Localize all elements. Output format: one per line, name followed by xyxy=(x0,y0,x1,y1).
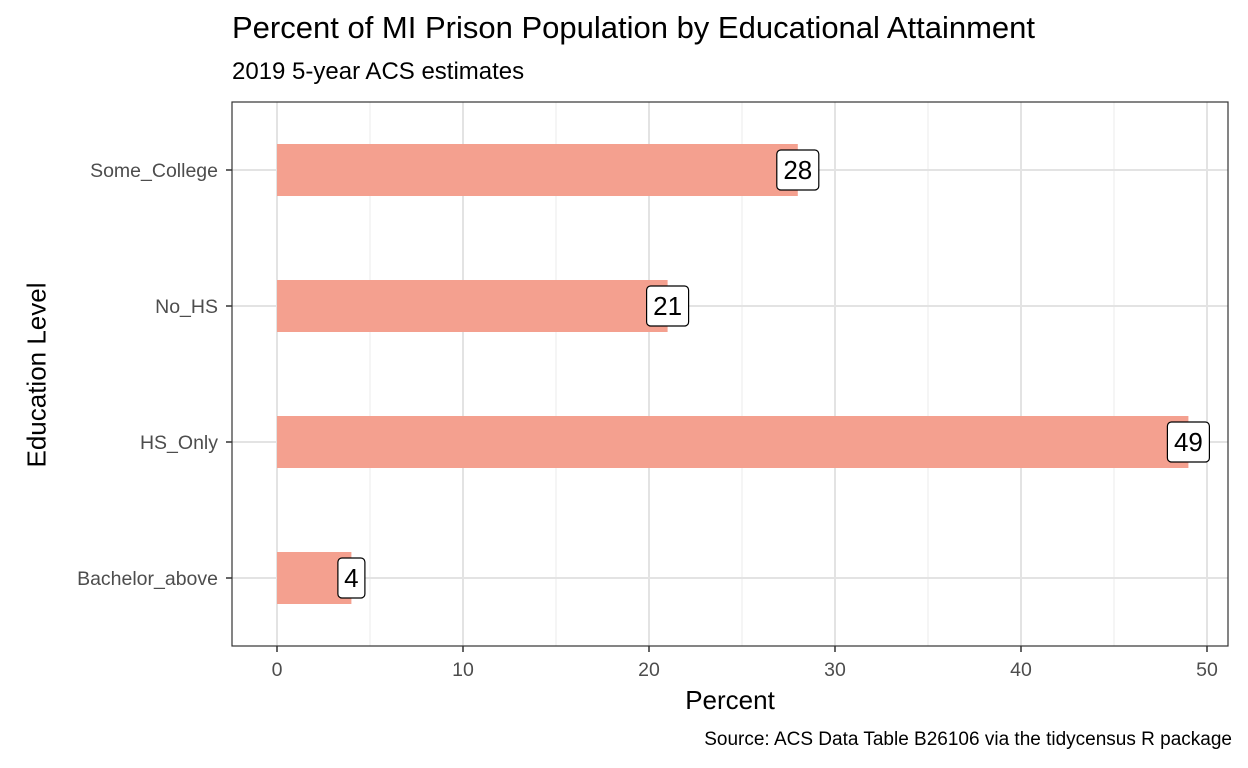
y-tick-label: Some_College xyxy=(90,160,218,182)
y-tick-label: No_HS xyxy=(155,296,218,318)
data-label-box xyxy=(1166,421,1211,463)
chart-subtitle: 2019 5-year ACS estimates xyxy=(232,58,525,85)
chart-title: Percent of MI Prison Population by Educa… xyxy=(232,10,1036,45)
data-label-box xyxy=(337,557,366,599)
data-label: 4 xyxy=(344,563,358,593)
bar-no-hs xyxy=(277,280,668,332)
data-label-box xyxy=(645,285,690,327)
data-label-box xyxy=(776,149,820,191)
x-tick-label: 0 xyxy=(272,659,283,681)
x-tick-label: 50 xyxy=(1196,659,1218,681)
y-tick-label: HS_Only xyxy=(140,432,218,454)
x-tick-label: 40 xyxy=(1010,659,1032,681)
y-axis-title: Education Level xyxy=(21,282,52,468)
plot-panel-border xyxy=(231,101,1229,647)
data-label: 21 xyxy=(653,291,682,321)
x-tick-label: 20 xyxy=(638,659,660,681)
bar-some-college xyxy=(277,144,798,196)
x-tick-label: 30 xyxy=(824,659,846,681)
x-tick-label: 10 xyxy=(452,659,474,681)
y-tick-label: Bachelor_above xyxy=(77,568,218,590)
x-axis-title: Percent xyxy=(685,685,775,715)
chart-caption: Source: ACS Data Table B26106 via the ti… xyxy=(704,729,1232,750)
data-label: 28 xyxy=(783,155,812,185)
data-label: 49 xyxy=(1174,427,1203,457)
bar-hs-only xyxy=(277,416,1189,468)
